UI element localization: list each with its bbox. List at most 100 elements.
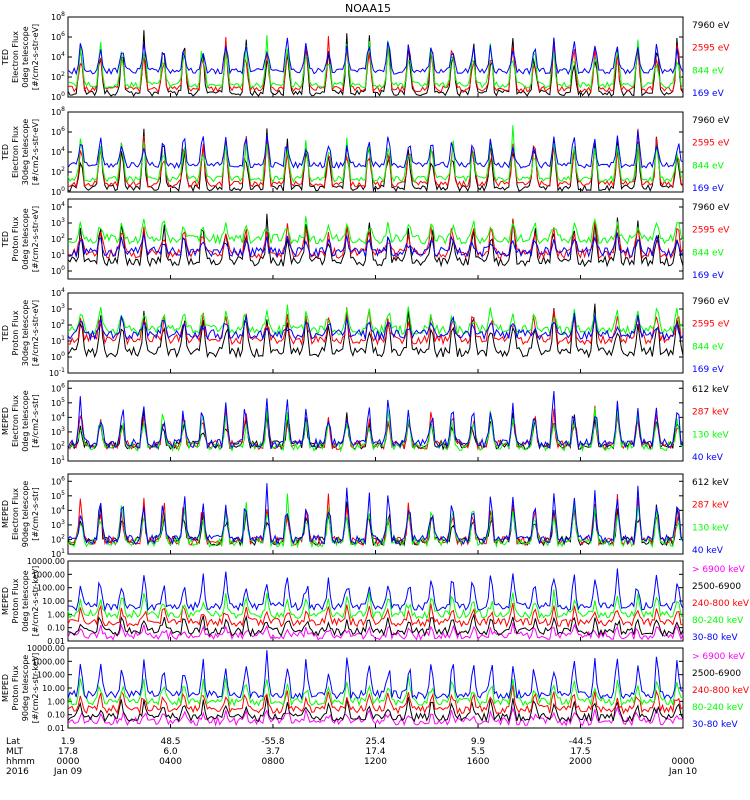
y-tick-exponent: 2 (61, 440, 65, 447)
y-tick-label: 104 (51, 201, 65, 212)
y-tick-label: 102 (51, 319, 65, 330)
ylabel-line: MEPED (1, 587, 10, 615)
y-tick-exponent: 1 (61, 548, 65, 555)
y-tick-exponent: 4 (61, 201, 65, 208)
panel-ylabel: MEPED Electron Flux 90deg telescope [#/cm2-… (1, 481, 40, 548)
panel-ylabel: TED Proton Flux 30deg telescope [#/cm2-s-st… (1, 300, 40, 367)
footer-mlt-value: 17.4 (365, 747, 385, 757)
series-trace (67, 612, 684, 638)
legend-label: > 6900 keV (692, 565, 746, 575)
y-tick-label: 108 (51, 11, 65, 22)
series-trace (67, 568, 684, 612)
legend-label: 7960 eV (692, 21, 730, 31)
legend-label: 844 eV (692, 161, 725, 171)
ylabel-line: 0deg telescope (21, 208, 30, 269)
ylabel-line: MEPED (1, 500, 10, 528)
y-tick-exponent: 4 (61, 411, 65, 418)
legend-label: 80-240 keV (692, 616, 744, 626)
y-tick-exponent: 3 (61, 426, 65, 433)
footer-mlt-value: 17.8 (58, 747, 78, 757)
y-tick-label: 100 (51, 265, 65, 276)
y-tick-label: 101 (51, 548, 65, 559)
y-tick-exponent: 2 (61, 533, 65, 540)
panel-ylabel: MEPED Electron Flux 0deg telescope [#/cm2-s… (1, 390, 40, 451)
legend-label: 612 keV (692, 385, 729, 395)
series-trace (67, 216, 684, 246)
footer-date-end: Jan 10 (668, 767, 697, 777)
y-tick-exponent: 1 (61, 455, 65, 462)
panel-5: 101 102 103 104 105 106 MEPED Electron Flux 0deg… (1, 380, 729, 466)
y-tick-label: 101 (51, 455, 65, 466)
legend-label: 80-240 keV (692, 703, 744, 713)
ylabel-line: TED (1, 325, 10, 342)
footer-hhmm-value: 0000 (672, 757, 695, 767)
series-trace (67, 303, 684, 359)
legend-label: 287 keV (692, 408, 729, 418)
series-trace (67, 213, 684, 268)
y-tick-label: 104 (51, 146, 65, 157)
ylabel-line: [#/cm2-s-str-keV] (31, 653, 40, 724)
ylabel-line: 0deg telescope (21, 390, 30, 451)
y-tick-exponent: 8 (61, 106, 65, 113)
series-trace (67, 622, 684, 641)
panel-7: 0.010.101.0010.00100.001000.0010000.00ME… (1, 557, 750, 646)
y-tick-exponent: 6 (61, 126, 65, 133)
legend-label: 7960 eV (692, 297, 730, 307)
panel-ylabel: TED Electron Flux 30deg telescope [#/cm2-s-… (1, 119, 40, 186)
ylabel-line: Proton Flux (11, 578, 20, 623)
legend-label: 612 keV (692, 478, 729, 488)
legend-label: 844 eV (692, 248, 725, 258)
series-trace (67, 304, 684, 336)
y-tick-label: 0.10 (47, 624, 65, 633)
panel-ylabel: TED Electron Flux 0deg telescope [#/cm2-s-s… (1, 24, 40, 90)
ylabel-line: TED (1, 231, 10, 248)
y-tick-exponent: 6 (61, 31, 65, 38)
ylabel-line: [#/cm2-s-str] (31, 487, 40, 540)
y-tick-exponent: -1 (59, 367, 65, 374)
y-tick-label: 103 (51, 217, 65, 228)
ylabel-line: 90deg telescope (21, 655, 30, 722)
series-trace (67, 675, 684, 707)
footer-mlt-value: 17.5 (570, 747, 590, 757)
y-tick-label: 1000.00 (32, 570, 65, 579)
panel-frame (67, 292, 684, 374)
series-trace (67, 650, 684, 701)
y-tick-exponent: 5 (61, 397, 65, 404)
y-tick-label: 10.00 (42, 597, 65, 606)
ylabel-line: 30deg telescope (21, 300, 30, 367)
y-tick-label: 103 (51, 303, 65, 314)
y-tick-label: 100.00 (37, 671, 65, 680)
legend-label: 169 eV (692, 365, 725, 375)
ylabel-line: Proton Flux (11, 310, 20, 355)
y-tick-exponent: 3 (61, 217, 65, 224)
ylabel-line: Electron Flux (11, 31, 20, 83)
panel-8: 0.010.101.0010.00100.001000.0010000.00ME… (1, 644, 750, 733)
y-tick-exponent: 2 (61, 166, 65, 173)
series-trace (67, 589, 684, 620)
footer-row-label: Lat (6, 737, 21, 747)
series-trace (67, 37, 684, 76)
panel-frame (67, 380, 684, 462)
y-tick-label: 1.00 (47, 697, 65, 706)
legend-label: 40 keV (692, 453, 724, 463)
y-tick-label: 0.10 (47, 711, 65, 720)
ylabel-line: Electron Flux (11, 395, 20, 447)
ylabel-line: MEPED (1, 674, 10, 702)
ylabel-line: TED (1, 49, 10, 66)
ylabel-line: [#/cm2-s-str] (31, 394, 40, 447)
panel-ylabel: MEPED Proton Flux 0deg telescope [#/cm2-s-s… (1, 566, 40, 637)
footer-hhmm-value: 0800 (262, 757, 285, 767)
y-tick-label: 103 (51, 519, 65, 530)
panel-2: 100 102 104 106 108 TED Electron Flux 30deg tel… (1, 106, 730, 197)
series-trace (67, 695, 684, 723)
series-trace (67, 312, 684, 342)
footer-lat-value: -44.5 (569, 737, 592, 747)
legend-label: 2500-6900 (692, 582, 741, 592)
footer-lat-value: 1.9 (61, 737, 76, 747)
y-tick-label: 104 (51, 287, 65, 298)
chart-title: NOAA15 (345, 2, 391, 15)
footer-hhmm-value: 0400 (159, 757, 182, 767)
legend-label: > 6900 keV (692, 652, 746, 662)
